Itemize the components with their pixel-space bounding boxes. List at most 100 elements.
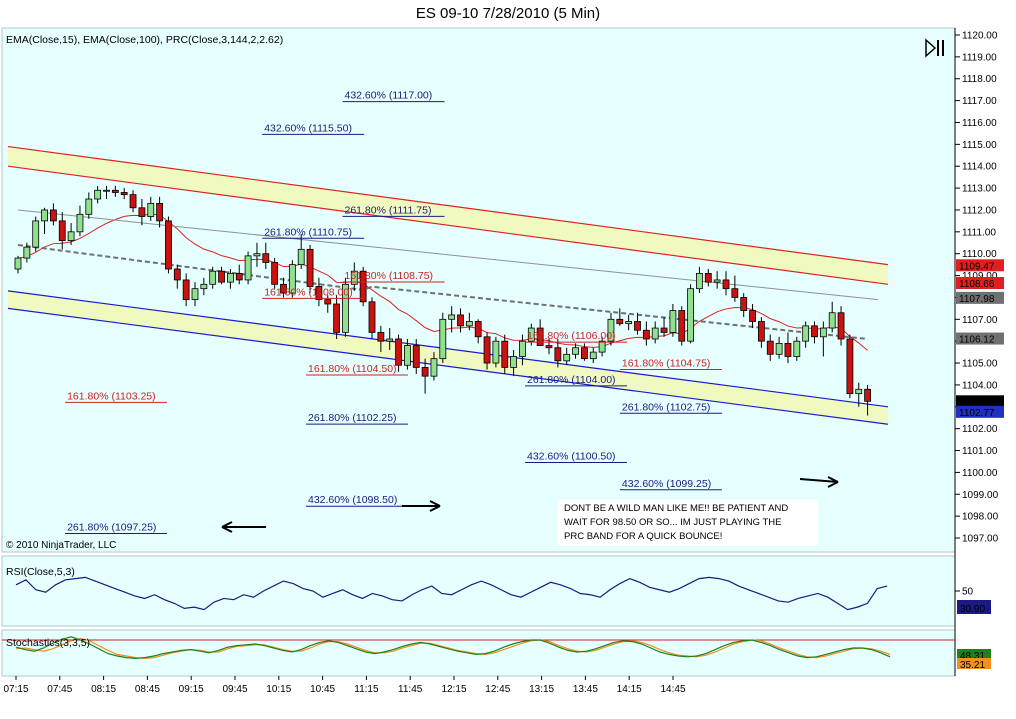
candle: [315, 286, 323, 301]
fib-label: 261.80% (1110.75): [264, 226, 352, 238]
y-tick-label: 1097.00: [962, 534, 999, 545]
x-tick-label: 11:15: [354, 684, 379, 695]
candle: [448, 314, 456, 320]
price-label-box: [956, 395, 1004, 408]
candle: [696, 272, 703, 290]
upper-band-inner: [7, 165, 889, 285]
candle: [32, 220, 40, 248]
fib-label: 261.80% (1102.25): [308, 412, 397, 424]
candle: [156, 202, 164, 222]
chart-title: ES 09-10 7/28/2010 (5 Min): [415, 5, 601, 22]
candle: [775, 342, 783, 355]
fib-label: 161.80% (1108.75): [345, 270, 434, 282]
candle: [103, 189, 110, 192]
candle: [147, 202, 155, 217]
candle: [855, 388, 863, 395]
arrow-head-1: [221, 521, 233, 533]
candle: [430, 358, 438, 377]
x-tick-label: 07:45: [47, 684, 72, 695]
x-tick-label: 07:15: [3, 684, 28, 695]
candle: [589, 351, 597, 360]
candle: [58, 220, 66, 241]
candle: [359, 270, 367, 303]
x-tick-label: 12:15: [441, 684, 466, 695]
rsi-tick-label: 50: [962, 587, 974, 598]
fib-label: 161.80% (1106.00): [527, 330, 616, 342]
stoch-k-line: [15, 636, 891, 660]
stoch-value-box: [957, 649, 991, 660]
fib-label: 161.80% (1104.75): [622, 358, 711, 370]
fib-labels-layer: 432.60% (1117.00) 432.60% (1115.50) 261.80…: [65, 90, 722, 535]
price-label: 1103.25: [959, 397, 995, 408]
fib-label: 261.80% (1111.75): [345, 204, 432, 216]
annotation-note: DONT BE A WILD MAN LIKE ME!! BE PATIENT …: [558, 500, 818, 546]
candle: [740, 297, 748, 311]
candle: [625, 321, 633, 325]
y-tick-label: 1117.00: [962, 96, 997, 107]
candle: [209, 270, 217, 285]
candle: [687, 288, 694, 342]
fib-label: 161.80% (1103.25): [67, 390, 156, 402]
stoch-d-line: [15, 637, 891, 660]
y-tick-label: 1115.00: [962, 140, 997, 151]
y-tick-label: 1116.00: [962, 118, 997, 129]
play-pause-icon[interactable]: [924, 38, 946, 58]
price-label-box: [956, 291, 1004, 304]
candle: [713, 279, 721, 283]
candle: [793, 340, 801, 357]
candle: [678, 310, 686, 342]
price-panel: [1, 27, 956, 553]
candle: [527, 327, 535, 342]
candle: [864, 388, 871, 402]
candle: [191, 288, 199, 301]
candle: [758, 321, 765, 342]
candle: [483, 336, 491, 364]
stochastics-label: Stochastics(3,3,5): [6, 637, 91, 649]
candle: [846, 338, 854, 395]
candle: [262, 253, 270, 263]
candle: [288, 264, 296, 294]
y-tick-label: 1100.00: [962, 468, 998, 479]
candle: [200, 283, 208, 290]
candle: [616, 318, 624, 325]
y-tick-label: 1105.00: [962, 359, 998, 370]
candle: [474, 321, 482, 338]
y-tick-label: 1104.00: [962, 380, 998, 391]
candle: [226, 272, 234, 283]
candle: [828, 312, 836, 329]
candle: [386, 338, 394, 342]
fib-label: 432.60% (1117.00): [345, 90, 433, 102]
y-tick-label: 1109.00: [962, 271, 998, 282]
upper-prc-band: [8, 146, 888, 285]
candle: [41, 209, 48, 222]
x-tick-label: 13:45: [573, 684, 598, 695]
candle: [536, 327, 544, 346]
candle: [111, 189, 119, 193]
price-label-box: [956, 259, 1004, 272]
note-line-1: DONT BE A WILD MAN LIKE ME!! BE PATIENT …: [564, 503, 789, 514]
candle: [14, 257, 22, 270]
x-axis-ticks: 07:15 07:45 08:15 08:45 09:15 09:45 10:15 10:45…: [3, 676, 686, 695]
candle: [368, 301, 376, 333]
candles-layer: [14, 185, 871, 416]
candle: [651, 327, 659, 340]
x-tick-label: 08:15: [91, 684, 116, 695]
candle: [324, 299, 332, 305]
candle: [634, 321, 641, 331]
rsi-value-label: 30.90: [960, 604, 985, 615]
candle: [412, 345, 420, 368]
y-tick-label: 1118.00: [962, 74, 997, 85]
fib-label: 432.60% (1098.50): [308, 494, 397, 506]
candle: [642, 329, 650, 340]
y-tick-label: 1099.00: [962, 490, 999, 501]
candle: [50, 209, 57, 222]
y-tick-label: 1113.00: [962, 184, 997, 195]
candle: [85, 198, 93, 215]
candle: [333, 303, 341, 333]
indicators-label: EMA(Close,15), EMA(Close,100), PRC(Close…: [6, 34, 284, 46]
candle: [784, 342, 792, 357]
candle: [421, 367, 429, 377]
lower-prc-band: [8, 290, 888, 425]
candle: [554, 347, 562, 362]
